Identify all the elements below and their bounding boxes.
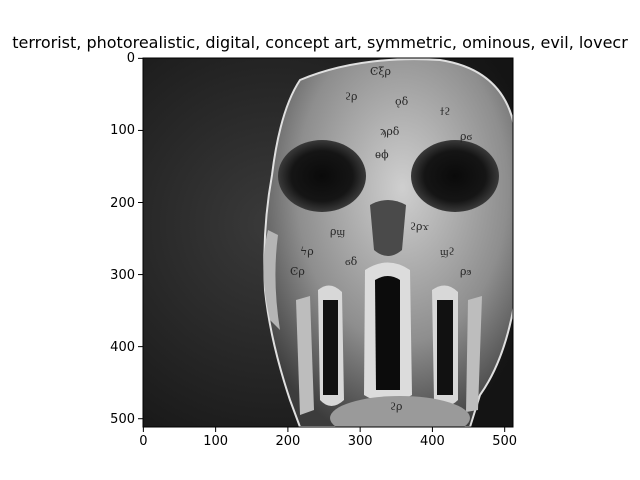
svg-text:ϭδ: ϭδ	[345, 255, 358, 268]
y-ticks	[138, 57, 143, 420]
glyph-engravings: Ͼξρ ǫδ ϩρ ϡρδ ϯϩ ρϭ ѳϕ ϩρϫ ρϣ ϟρ ϣϩ ρϧ Ͼ…	[290, 65, 472, 413]
chin	[330, 396, 470, 427]
skull-left-cheek	[263, 230, 280, 330]
svg-text:ϩρϫ: ϩρϫ	[410, 220, 429, 233]
svg-text:ρϧ: ρϧ	[460, 265, 471, 278]
svg-text:Ͼρ: Ͼρ	[290, 265, 305, 278]
svg-text:ρϣ: ρϣ	[330, 225, 345, 238]
x-tick-label: 0	[139, 434, 148, 449]
svg-text:ϟρ: ϟρ	[300, 245, 314, 258]
y-tick-label: 0	[126, 51, 135, 67]
x-tick-label: 300	[347, 434, 373, 449]
x-tick-label: 500	[492, 434, 518, 449]
tendrils	[296, 262, 482, 415]
chart-title: terrorist, photorealistic, digital, conc…	[12, 33, 628, 52]
y-tick-label: 500	[110, 411, 135, 427]
image-content: Ͼξρ ǫδ ϩρ ϡρδ ϯϩ ρϭ ѳϕ ϩρϫ ρϣ ϟρ ϣϩ ρϧ Ͼ…	[143, 58, 513, 427]
svg-text:ρϭ: ρϭ	[460, 130, 472, 143]
axes-frame	[142, 57, 514, 428]
right-eye-socket	[411, 140, 499, 212]
x-tick-label: 400	[420, 434, 445, 449]
y-tick-label: 300	[110, 267, 135, 283]
y-tick-label: 200	[110, 195, 135, 211]
left-eye-socket	[278, 140, 366, 212]
nose-cavity	[370, 200, 406, 256]
svg-text:ǫδ: ǫδ	[395, 95, 409, 108]
x-tick-label: 100	[203, 434, 229, 449]
y-tick-label: 100	[110, 123, 135, 139]
svg-text:ϩρ: ϩρ	[390, 400, 402, 413]
svg-text:Ͼξρ: Ͼξρ	[370, 65, 391, 78]
x-tick-label: 200	[275, 434, 301, 449]
svg-text:ϡρδ: ϡρδ	[380, 125, 400, 138]
y-tick-label: 400	[110, 339, 135, 355]
svg-text:ϯϩ: ϯϩ	[440, 105, 450, 118]
svg-text:ϣϩ: ϣϩ	[440, 245, 455, 258]
x-ticks	[142, 427, 506, 432]
svg-text:ϩρ: ϩρ	[345, 90, 357, 103]
svg-text:ѳϕ: ѳϕ	[375, 148, 389, 161]
